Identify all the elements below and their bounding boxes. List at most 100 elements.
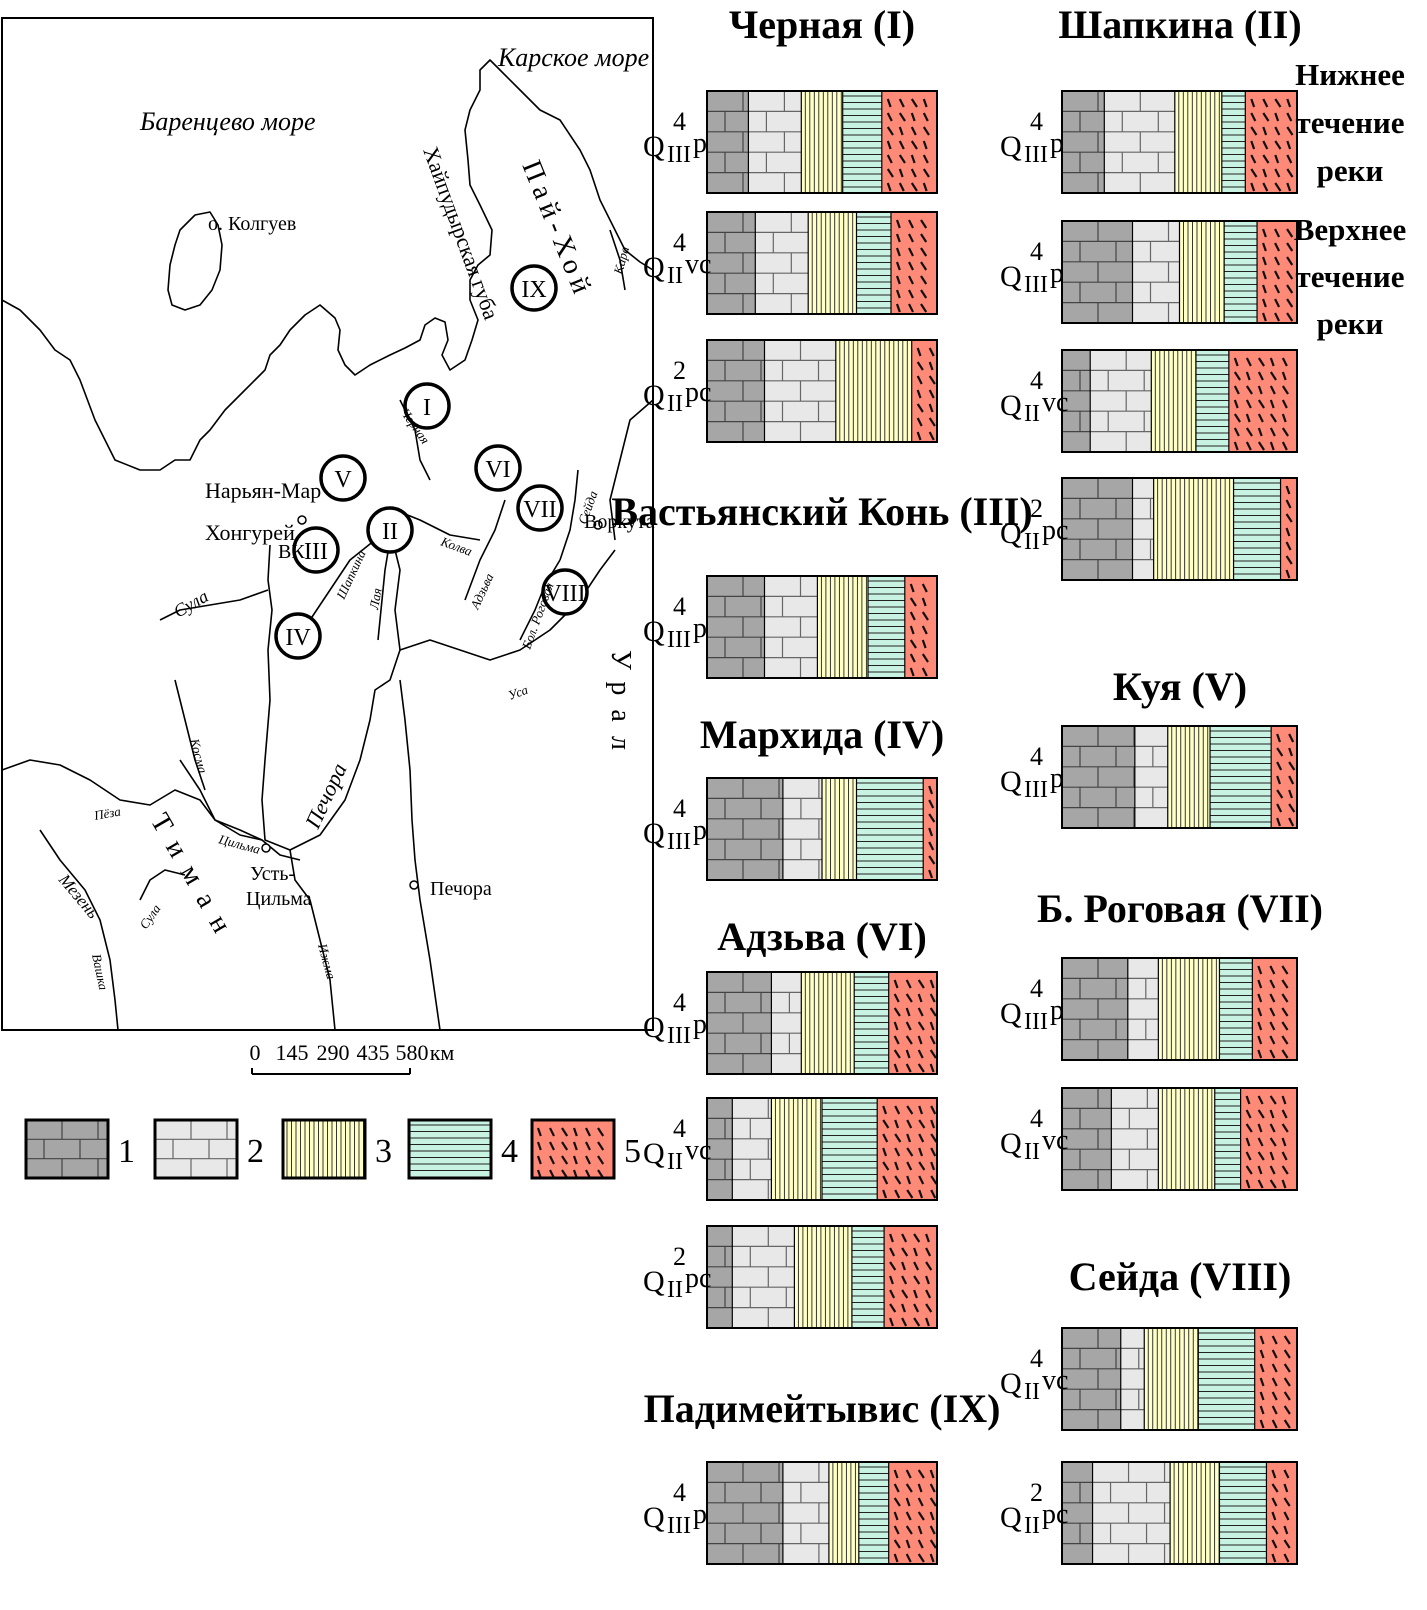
strat-suffix: vc <box>1042 1365 1068 1396</box>
bar-segment-4 <box>842 91 882 193</box>
laya-river <box>377 539 391 641</box>
strat-sub: III <box>667 1513 691 1539</box>
lithology-bar <box>706 1461 938 1565</box>
bar-segment-2 <box>782 778 822 880</box>
section-title: Падимейтывис (IX) <box>644 1386 1001 1431</box>
ust-tsilma-label-1: Усть- <box>250 863 295 885</box>
strat-suffix: pc <box>1042 515 1068 546</box>
bar-segment-4 <box>853 972 889 1074</box>
strat-index: Q <box>1000 130 1022 163</box>
bar-segment-5 <box>1279 478 1297 580</box>
lithology-bar <box>1061 1327 1298 1431</box>
bar-segment-2 <box>747 91 802 193</box>
strat-sub: III <box>667 829 691 855</box>
bar-segment-2 <box>1134 726 1168 828</box>
site-ring-IV <box>274 612 322 660</box>
usa-label: Уса <box>506 682 530 703</box>
strat-suffix: p <box>693 815 707 846</box>
strat-suffix: p <box>693 1009 707 1040</box>
bar-segment-1 <box>706 576 765 678</box>
strat-sup: 4 <box>673 1478 686 1507</box>
bar-segment-3 <box>1157 1088 1215 1190</box>
bar-segment-3 <box>1153 478 1234 580</box>
ural-label: Урал <box>605 650 636 764</box>
site-ring-VI <box>474 444 522 492</box>
strat-index: Q <box>643 379 665 412</box>
ural-edge <box>609 399 654 541</box>
strat-sub: II <box>1024 1139 1040 1165</box>
bar-segment-4 <box>851 1226 885 1328</box>
bar-segment-1 <box>1061 1088 1112 1190</box>
scale-bar: 0 145 290 435 580 км <box>250 1040 454 1075</box>
bar-segment-3 <box>1157 958 1220 1060</box>
scale-tick-0: 0 <box>250 1040 261 1065</box>
bar-segment-3 <box>1150 350 1197 452</box>
scale-tick-290: 290 <box>317 1040 350 1065</box>
bar-segment-4 <box>858 1462 889 1564</box>
bar-segment-3 <box>807 212 857 314</box>
bar-segment-3 <box>816 576 868 678</box>
bar-segment-2 <box>763 340 836 442</box>
legend-swatch-3 <box>281 1118 367 1180</box>
strat-suffix: vc <box>685 1135 711 1166</box>
bar-segment-3 <box>1169 1462 1220 1564</box>
naryan-mar-label: Нарьян-Мар <box>205 478 321 503</box>
site-label-VII: VII <box>523 497 556 523</box>
bar-segment-1 <box>706 1462 783 1564</box>
bar-segment-5 <box>904 576 937 678</box>
bar-segment-4 <box>855 212 891 314</box>
strat-suffix: vc <box>1042 387 1068 418</box>
lithology-bar <box>1061 90 1298 194</box>
strat-suffix: p <box>693 613 707 644</box>
bar-segment-1 <box>1061 221 1133 323</box>
pechora-lower <box>399 679 441 1031</box>
bar-segment-4 <box>1232 478 1281 580</box>
scale-tick-580: 580 <box>396 1040 429 1065</box>
strat-index: Q <box>1000 997 1022 1030</box>
tsilma-river <box>179 759 263 841</box>
strat-suffix: p <box>693 1499 707 1530</box>
legend-label-4: 4 <box>501 1133 518 1170</box>
bar-segment-2 <box>731 1098 772 1200</box>
lithology-bar <box>706 211 938 315</box>
note-lower-line: течение <box>1296 105 1405 140</box>
scale-tick-145: 145 <box>276 1040 309 1065</box>
bar-segment-2 <box>1120 1328 1145 1430</box>
lithology-bar <box>1061 725 1298 829</box>
strat-index: Q <box>1000 765 1022 798</box>
region-map: IX I V VI VII II III VIII IV Баренцево м… <box>1 17 655 1031</box>
strat-sub: III <box>1024 272 1048 298</box>
strat-sup: 4 <box>1030 237 1043 266</box>
strat-index: Q <box>1000 260 1022 293</box>
bar-segment-4 <box>1214 1088 1241 1190</box>
section-title: Черная (I) <box>729 2 915 47</box>
bar-segment-1 <box>1061 350 1091 452</box>
site-label-IV: IV <box>285 625 311 651</box>
strat-suffix: p <box>693 128 707 159</box>
lithology-bar <box>706 971 938 1075</box>
pechora-marker <box>409 880 419 890</box>
coastline <box>1 59 654 471</box>
bar-segment-3 <box>770 1098 822 1200</box>
legend-label-2: 2 <box>247 1133 264 1170</box>
section-title: Б. Роговая (VII) <box>1037 886 1323 931</box>
site-label-VIII: VIII <box>544 581 585 607</box>
strat-suffix: p <box>1050 128 1064 159</box>
usa-river <box>399 549 616 661</box>
peza-label: Пёза <box>92 803 122 823</box>
ust-tsilma-label-2: Цильма <box>246 888 312 910</box>
note-lower-line: Нижнее <box>1295 57 1405 92</box>
khongurey-label: Хонгурей <box>205 520 295 545</box>
bar-segment-2 <box>1091 1462 1171 1564</box>
strat-sup: 4 <box>1030 107 1043 136</box>
bar-segment-1 <box>1061 958 1128 1060</box>
note-lower-line: реки <box>1317 153 1384 188</box>
strat-sup: 4 <box>1030 366 1043 395</box>
strat-sub: III <box>1024 1009 1048 1035</box>
site-ring-VII <box>516 484 564 532</box>
strat-suffix: vc <box>1042 1125 1068 1156</box>
bar-segment-5 <box>1265 1462 1297 1564</box>
scale-tick-435: 435 <box>357 1040 390 1065</box>
bar-segment-4 <box>1218 958 1253 1060</box>
legend-label-3: 3 <box>375 1133 392 1170</box>
